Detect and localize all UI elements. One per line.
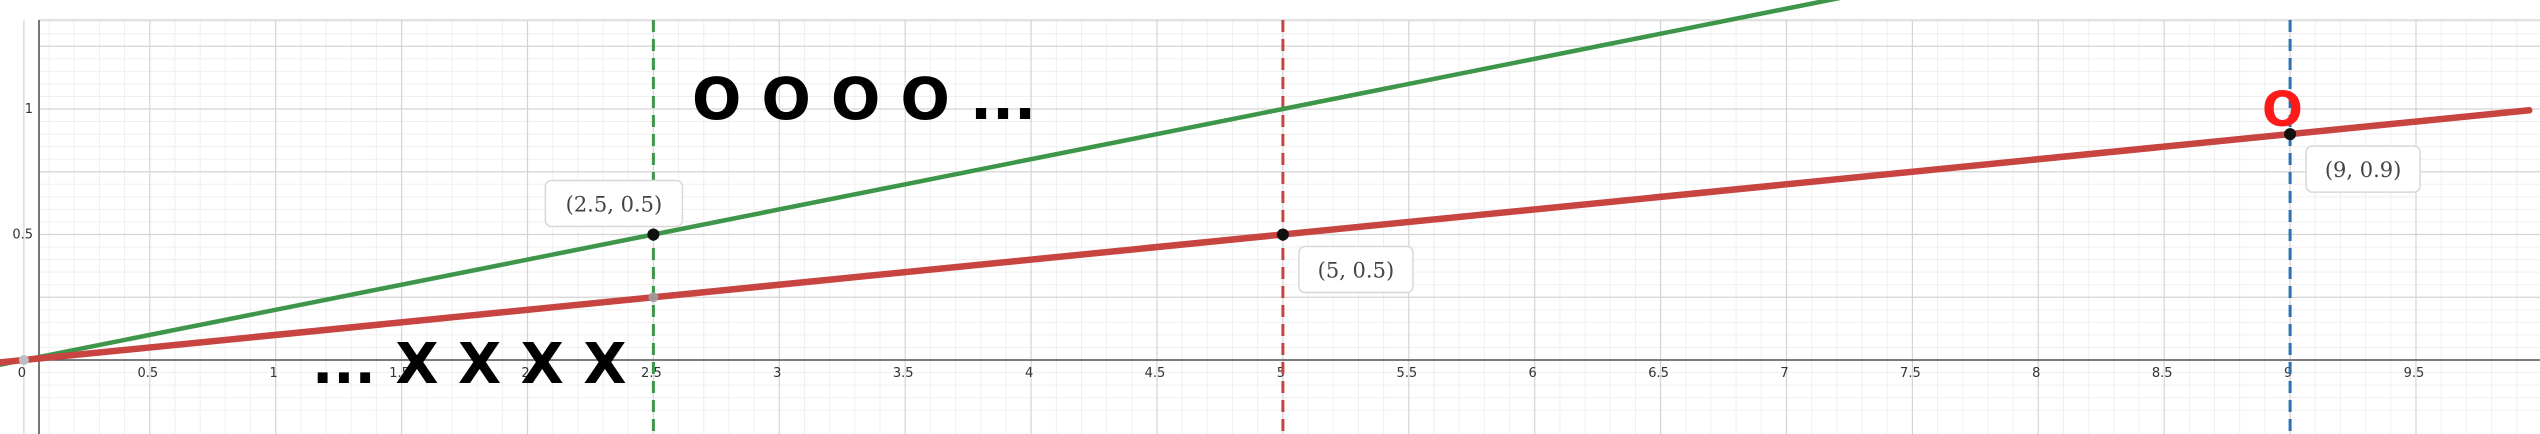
annotation-text: O O O O ...	[692, 65, 1036, 133]
series-lines	[0, 0, 2533, 368]
annotations: O O O O ... O ... X X X X	[312, 65, 2303, 397]
x-tick-label: 1	[270, 366, 278, 381]
x-tick-label: 5	[1277, 366, 1285, 381]
point-marker	[1276, 228, 1289, 241]
x-tick-label: 3.5	[893, 366, 914, 381]
point-marker	[2284, 128, 2297, 141]
point-label-box	[2305, 145, 2421, 193]
x-tick-label: 4.5	[1145, 366, 1166, 381]
annotation-text: O	[2262, 82, 2303, 138]
x-tick-label: 8	[2032, 366, 2040, 381]
series-line	[0, 107, 2533, 366]
x-tick-label: 4	[1025, 366, 1033, 381]
axes	[0, 20, 2540, 434]
x-tick-label: 1.5	[389, 366, 410, 381]
point-labels: (2.5, 0.5) (5, 0.5) (9, 0.9)	[544, 145, 2421, 294]
x-tick-label: 7	[1780, 366, 1788, 381]
origin-marker	[18, 355, 29, 365]
x-tick-label: 9	[2284, 366, 2292, 381]
x-tick-label: 6.5	[1648, 366, 1669, 381]
x-tick-label: 7.5	[1900, 366, 1921, 381]
y-tick-label: 0.5	[12, 228, 33, 243]
series-line	[0, 0, 1842, 368]
point-label-box	[544, 179, 684, 228]
x-tick-label: 0	[18, 366, 26, 381]
x-tick-label: 2	[521, 366, 529, 381]
point-label: (9, 0.9)	[2325, 158, 2402, 182]
x-tick-label: 3	[773, 366, 781, 381]
point-marker	[647, 228, 660, 241]
point-label: (5, 0.5)	[1318, 259, 1395, 283]
x-tick-label: 0.5	[137, 366, 158, 381]
x-tick-label: 5.5	[1396, 366, 1417, 381]
annotation-text: ... X X X X	[312, 332, 627, 397]
point-label: (2.5, 0.5)	[566, 193, 663, 217]
vertical-dashed-lines	[651, 20, 2292, 434]
y-tick-label: 1	[25, 102, 33, 117]
tick-labels: 0 0.5 1 1.5 2 2.5 3 3.5 4 4.5 5 5.5 6 6.5 7 7.5 8 8.5 9 9.5…	[12, 102, 2424, 381]
labeled-points	[18, 128, 2297, 365]
intersection-marker	[648, 292, 659, 303]
x-tick-label: 9.5	[2404, 366, 2425, 381]
minor-gridlines	[39, 20, 2540, 434]
point-label-box	[1298, 245, 1414, 294]
x-tick-label: 2.5	[641, 366, 662, 381]
x-tick-label: 6	[1529, 366, 1537, 381]
x-tick-label: 8.5	[2152, 366, 2173, 381]
